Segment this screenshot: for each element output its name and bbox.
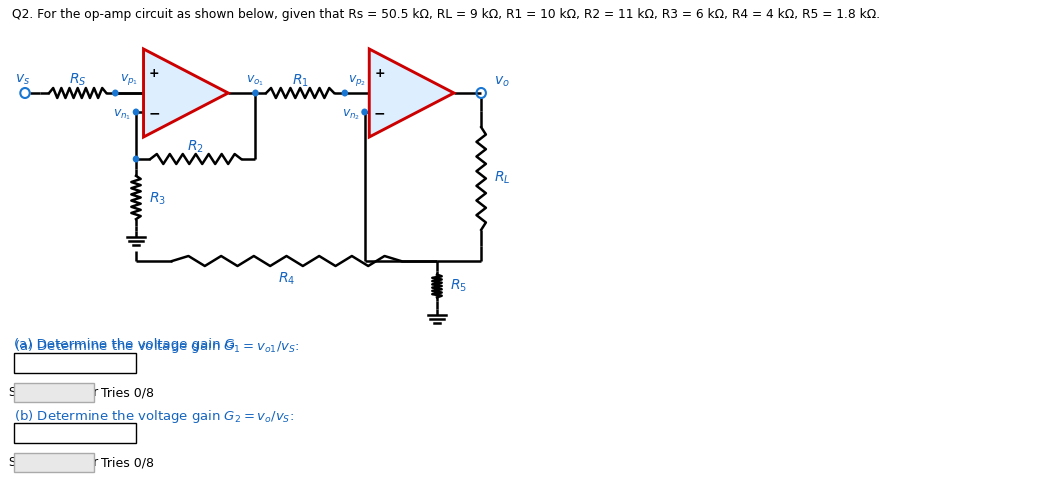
Polygon shape xyxy=(370,50,454,138)
Text: +: + xyxy=(148,67,159,81)
Text: Q2. For the op-amp circuit as shown below, given that Rs = 50.5 kΩ, RL = 9 kΩ, R: Q2. For the op-amp circuit as shown belo… xyxy=(12,8,880,21)
Text: (a) Determine the voltage gain G: (a) Determine the voltage gain G xyxy=(14,337,235,350)
Circle shape xyxy=(252,90,259,97)
Text: Tries 0/8: Tries 0/8 xyxy=(101,456,154,468)
Text: $R_3$: $R_3$ xyxy=(150,190,166,206)
Text: −: − xyxy=(148,106,160,120)
Circle shape xyxy=(133,156,139,163)
Bar xyxy=(14,423,136,443)
Circle shape xyxy=(112,90,119,97)
Circle shape xyxy=(341,90,349,97)
Text: $R_4$: $R_4$ xyxy=(278,270,295,286)
Text: Submit Answer: Submit Answer xyxy=(8,386,98,399)
Text: $R_1$: $R_1$ xyxy=(292,73,309,89)
Text: +: + xyxy=(374,67,385,81)
Text: $v_{o_1}$: $v_{o_1}$ xyxy=(246,74,264,88)
Text: $v_{p_1}$: $v_{p_1}$ xyxy=(120,72,138,87)
Text: Submit Answer: Submit Answer xyxy=(8,456,98,468)
Text: $v_{p_2}$: $v_{p_2}$ xyxy=(347,73,365,88)
Text: $v_s$: $v_s$ xyxy=(15,73,29,87)
Bar xyxy=(14,383,94,402)
Polygon shape xyxy=(143,50,229,138)
Text: $R_S$: $R_S$ xyxy=(68,72,86,88)
Text: $R_2$: $R_2$ xyxy=(187,139,204,155)
Text: (a) Determine the voltage gain $G_1=v_{o1}/v_S$:: (a) Determine the voltage gain $G_1=v_{o… xyxy=(14,337,299,354)
Text: Tries 0/8: Tries 0/8 xyxy=(101,386,154,399)
Text: $R_L$: $R_L$ xyxy=(494,169,511,186)
Bar xyxy=(14,353,136,373)
Text: $R_5$: $R_5$ xyxy=(450,277,468,294)
Text: −: − xyxy=(374,106,385,120)
Text: $v_{n_1}$: $v_{n_1}$ xyxy=(113,107,132,122)
Bar xyxy=(14,453,94,472)
Text: $v_{n_2}$: $v_{n_2}$ xyxy=(341,107,360,122)
Text: (b) Determine the voltage gain $G_2=v_o/v_S$:: (b) Determine the voltage gain $G_2=v_o/… xyxy=(14,407,294,424)
Circle shape xyxy=(361,109,367,116)
Circle shape xyxy=(133,109,139,116)
Text: $v_o$: $v_o$ xyxy=(494,75,510,89)
